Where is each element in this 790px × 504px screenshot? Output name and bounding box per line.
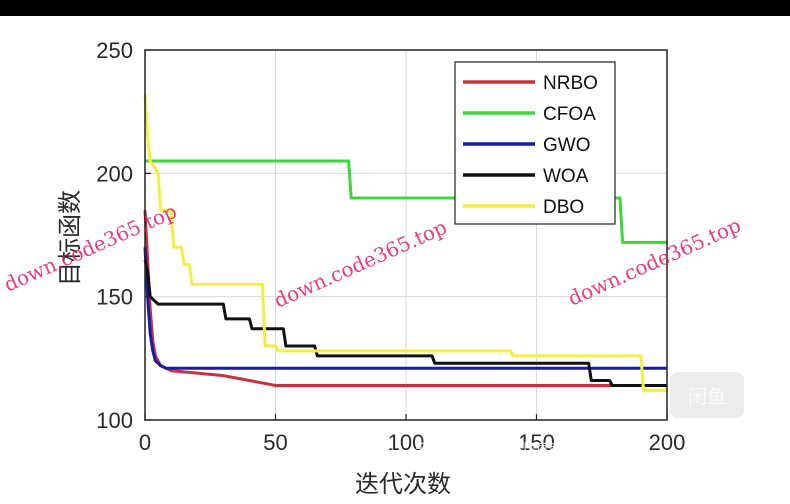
overlay-logo-text: 闲鱼 [688,386,726,408]
legend-label-woa: WOA [543,166,589,187]
legend-label-dbo: DBO [543,197,584,218]
axis-ticks: 0 50 100 150 200 100 150 200 250 [96,38,685,455]
x-tick-label: 150 [518,430,555,455]
legend-label-nrbo: NRBO [543,73,598,94]
x-axis-title: 迭代次数 [355,470,451,498]
y-tick-label: 200 [96,161,133,186]
overlay-logo: 闲鱼 [670,372,744,418]
x-tick-label: 200 [649,430,686,455]
y-tick-label: 250 [96,38,133,63]
top-black-bar [0,0,790,16]
series-lines [143,94,667,392]
legend: NRBO CFOA GWO WOA DBO [454,61,616,225]
x-tick-label: 0 [139,430,151,455]
series-line-woa [143,259,667,387]
overlay-caption: 闲鱼：我在闲鱼资料需要直接拍 [358,441,624,463]
y-axis-title: 目标函数 [56,190,84,286]
series-line-gwo [143,247,667,370]
x-tick-label: 50 [263,430,287,455]
y-tick-label: 100 [96,408,133,433]
legend-label-gwo: GWO [543,135,591,156]
series-line-dbo [143,94,667,392]
legend-label-cfoa: CFOA [543,104,596,125]
y-tick-label: 150 [96,285,133,310]
x-tick-label: 100 [388,430,425,455]
